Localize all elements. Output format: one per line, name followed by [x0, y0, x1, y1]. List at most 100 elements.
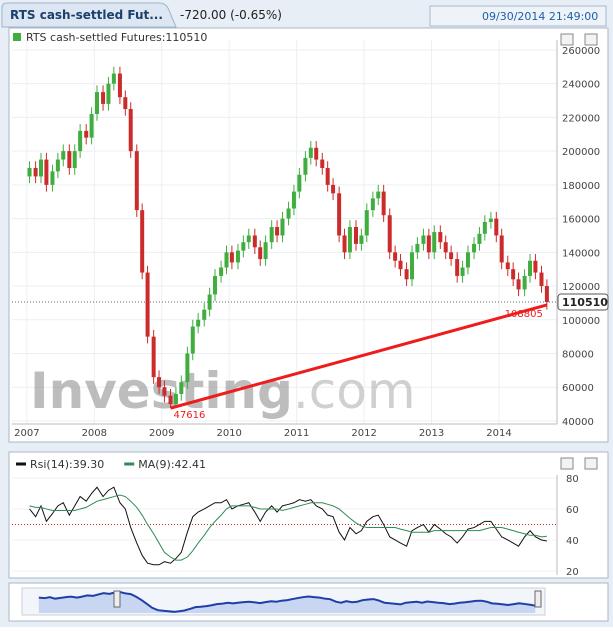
candle-body — [404, 269, 409, 280]
candle-body — [359, 235, 364, 244]
candle-body — [465, 252, 470, 268]
candle-body — [297, 174, 302, 192]
candle-body — [522, 275, 527, 290]
candle-body — [376, 191, 381, 199]
y-tick-label: 260000 — [562, 46, 600, 57]
candle-body — [516, 279, 521, 290]
y-tick-label: 200000 — [562, 147, 600, 158]
y-tick-label: 80 — [566, 474, 579, 485]
candle-body — [488, 218, 493, 222]
candle-body — [61, 151, 66, 160]
candle-body — [140, 210, 145, 273]
candle-body — [229, 252, 234, 263]
tab-title: RTS cash-settled Fut... — [10, 8, 163, 22]
x-tick-label: 2008 — [82, 428, 107, 439]
x-tick-label: 2012 — [351, 428, 376, 439]
candle-body — [320, 159, 325, 168]
candle-body — [151, 336, 156, 378]
tab — [1, 2, 177, 28]
candle-body — [269, 227, 274, 243]
candle-body — [505, 262, 510, 270]
candle-body — [511, 269, 516, 280]
x-tick-label: 2007 — [14, 428, 39, 439]
candle-body — [303, 157, 308, 175]
candle-body — [111, 73, 116, 84]
last-price-box — [557, 293, 609, 311]
series-line — [29, 486, 547, 566]
candle-body — [291, 191, 296, 209]
candle-body — [421, 235, 426, 244]
minimize-button[interactable] — [584, 457, 598, 470]
candle-body — [494, 218, 499, 236]
candle-body — [241, 242, 246, 251]
candle-body — [477, 233, 482, 244]
candle-body — [162, 387, 167, 396]
legend-icon — [13, 33, 21, 41]
y-tick-label: 140000 — [562, 248, 600, 259]
candle-body — [185, 353, 190, 383]
candle-body — [460, 267, 465, 276]
candle-body — [286, 208, 291, 219]
legend-label: MA(9):42.41 — [138, 458, 206, 471]
candle-body — [207, 294, 212, 310]
candle-body — [168, 395, 173, 405]
candle-body — [314, 147, 319, 160]
main-title: RTS cash-settled Futures:110510 — [26, 31, 207, 44]
candle-body — [455, 259, 460, 276]
candle-body — [123, 97, 128, 109]
candle-body — [44, 159, 49, 185]
candle-body — [364, 210, 369, 236]
candle-body — [353, 227, 358, 244]
candle-body — [235, 250, 240, 263]
candle-body — [449, 252, 454, 260]
candle-body — [196, 319, 201, 327]
x-tick-label: 2014 — [486, 428, 511, 439]
y-tick-label: 60 — [566, 505, 579, 516]
watermark: Investing.com — [30, 362, 416, 420]
candle-body — [258, 247, 263, 260]
candle-body — [134, 151, 139, 211]
candle-body — [246, 235, 251, 243]
navigator-handle[interactable] — [534, 590, 542, 608]
navigator-line — [38, 590, 536, 613]
candle-body — [415, 243, 420, 253]
candle-body — [27, 168, 32, 177]
y-tick-label: 40000 — [562, 417, 594, 428]
navigator-handle[interactable] — [113, 590, 121, 608]
x-tick-label: 2013 — [419, 428, 444, 439]
candle-body — [190, 326, 195, 354]
candle-body — [117, 73, 122, 98]
candle-body — [55, 159, 60, 172]
candle-body — [263, 242, 268, 260]
candle-body — [409, 252, 414, 280]
candle-body — [33, 168, 38, 177]
trend-label: 47616 — [174, 410, 206, 421]
candle-body — [325, 168, 330, 185]
watermark-main: Investing — [30, 362, 293, 420]
candle-body — [438, 232, 443, 243]
candle-body — [145, 272, 150, 337]
x-tick-label: 2011 — [284, 428, 309, 439]
legend-label: Rsi(14):39.30 — [30, 458, 104, 471]
candle-body — [544, 286, 549, 303]
candle-body — [78, 130, 83, 152]
y-tick-label: 240000 — [562, 80, 600, 91]
datetime: 09/30/2014 21:49:00 — [482, 10, 598, 23]
minimize-button[interactable] — [560, 457, 574, 470]
candle-body — [528, 260, 533, 276]
y-tick-label: 60000 — [562, 383, 594, 394]
price-change: -720.00 (-0.65%) — [180, 8, 282, 22]
minimize-button[interactable] — [560, 33, 574, 46]
candle-body — [381, 191, 386, 216]
watermark-domain: .com — [293, 362, 416, 420]
candle-body — [370, 198, 375, 211]
y-tick-label: 80000 — [562, 350, 594, 361]
rsi-panel — [8, 451, 609, 579]
candle-body — [84, 130, 89, 138]
y-tick-label: 120000 — [562, 282, 600, 293]
candle-body — [539, 272, 544, 287]
y-tick-label: 40 — [566, 536, 579, 547]
candle-body — [337, 193, 342, 236]
maximize-button[interactable] — [584, 33, 598, 46]
